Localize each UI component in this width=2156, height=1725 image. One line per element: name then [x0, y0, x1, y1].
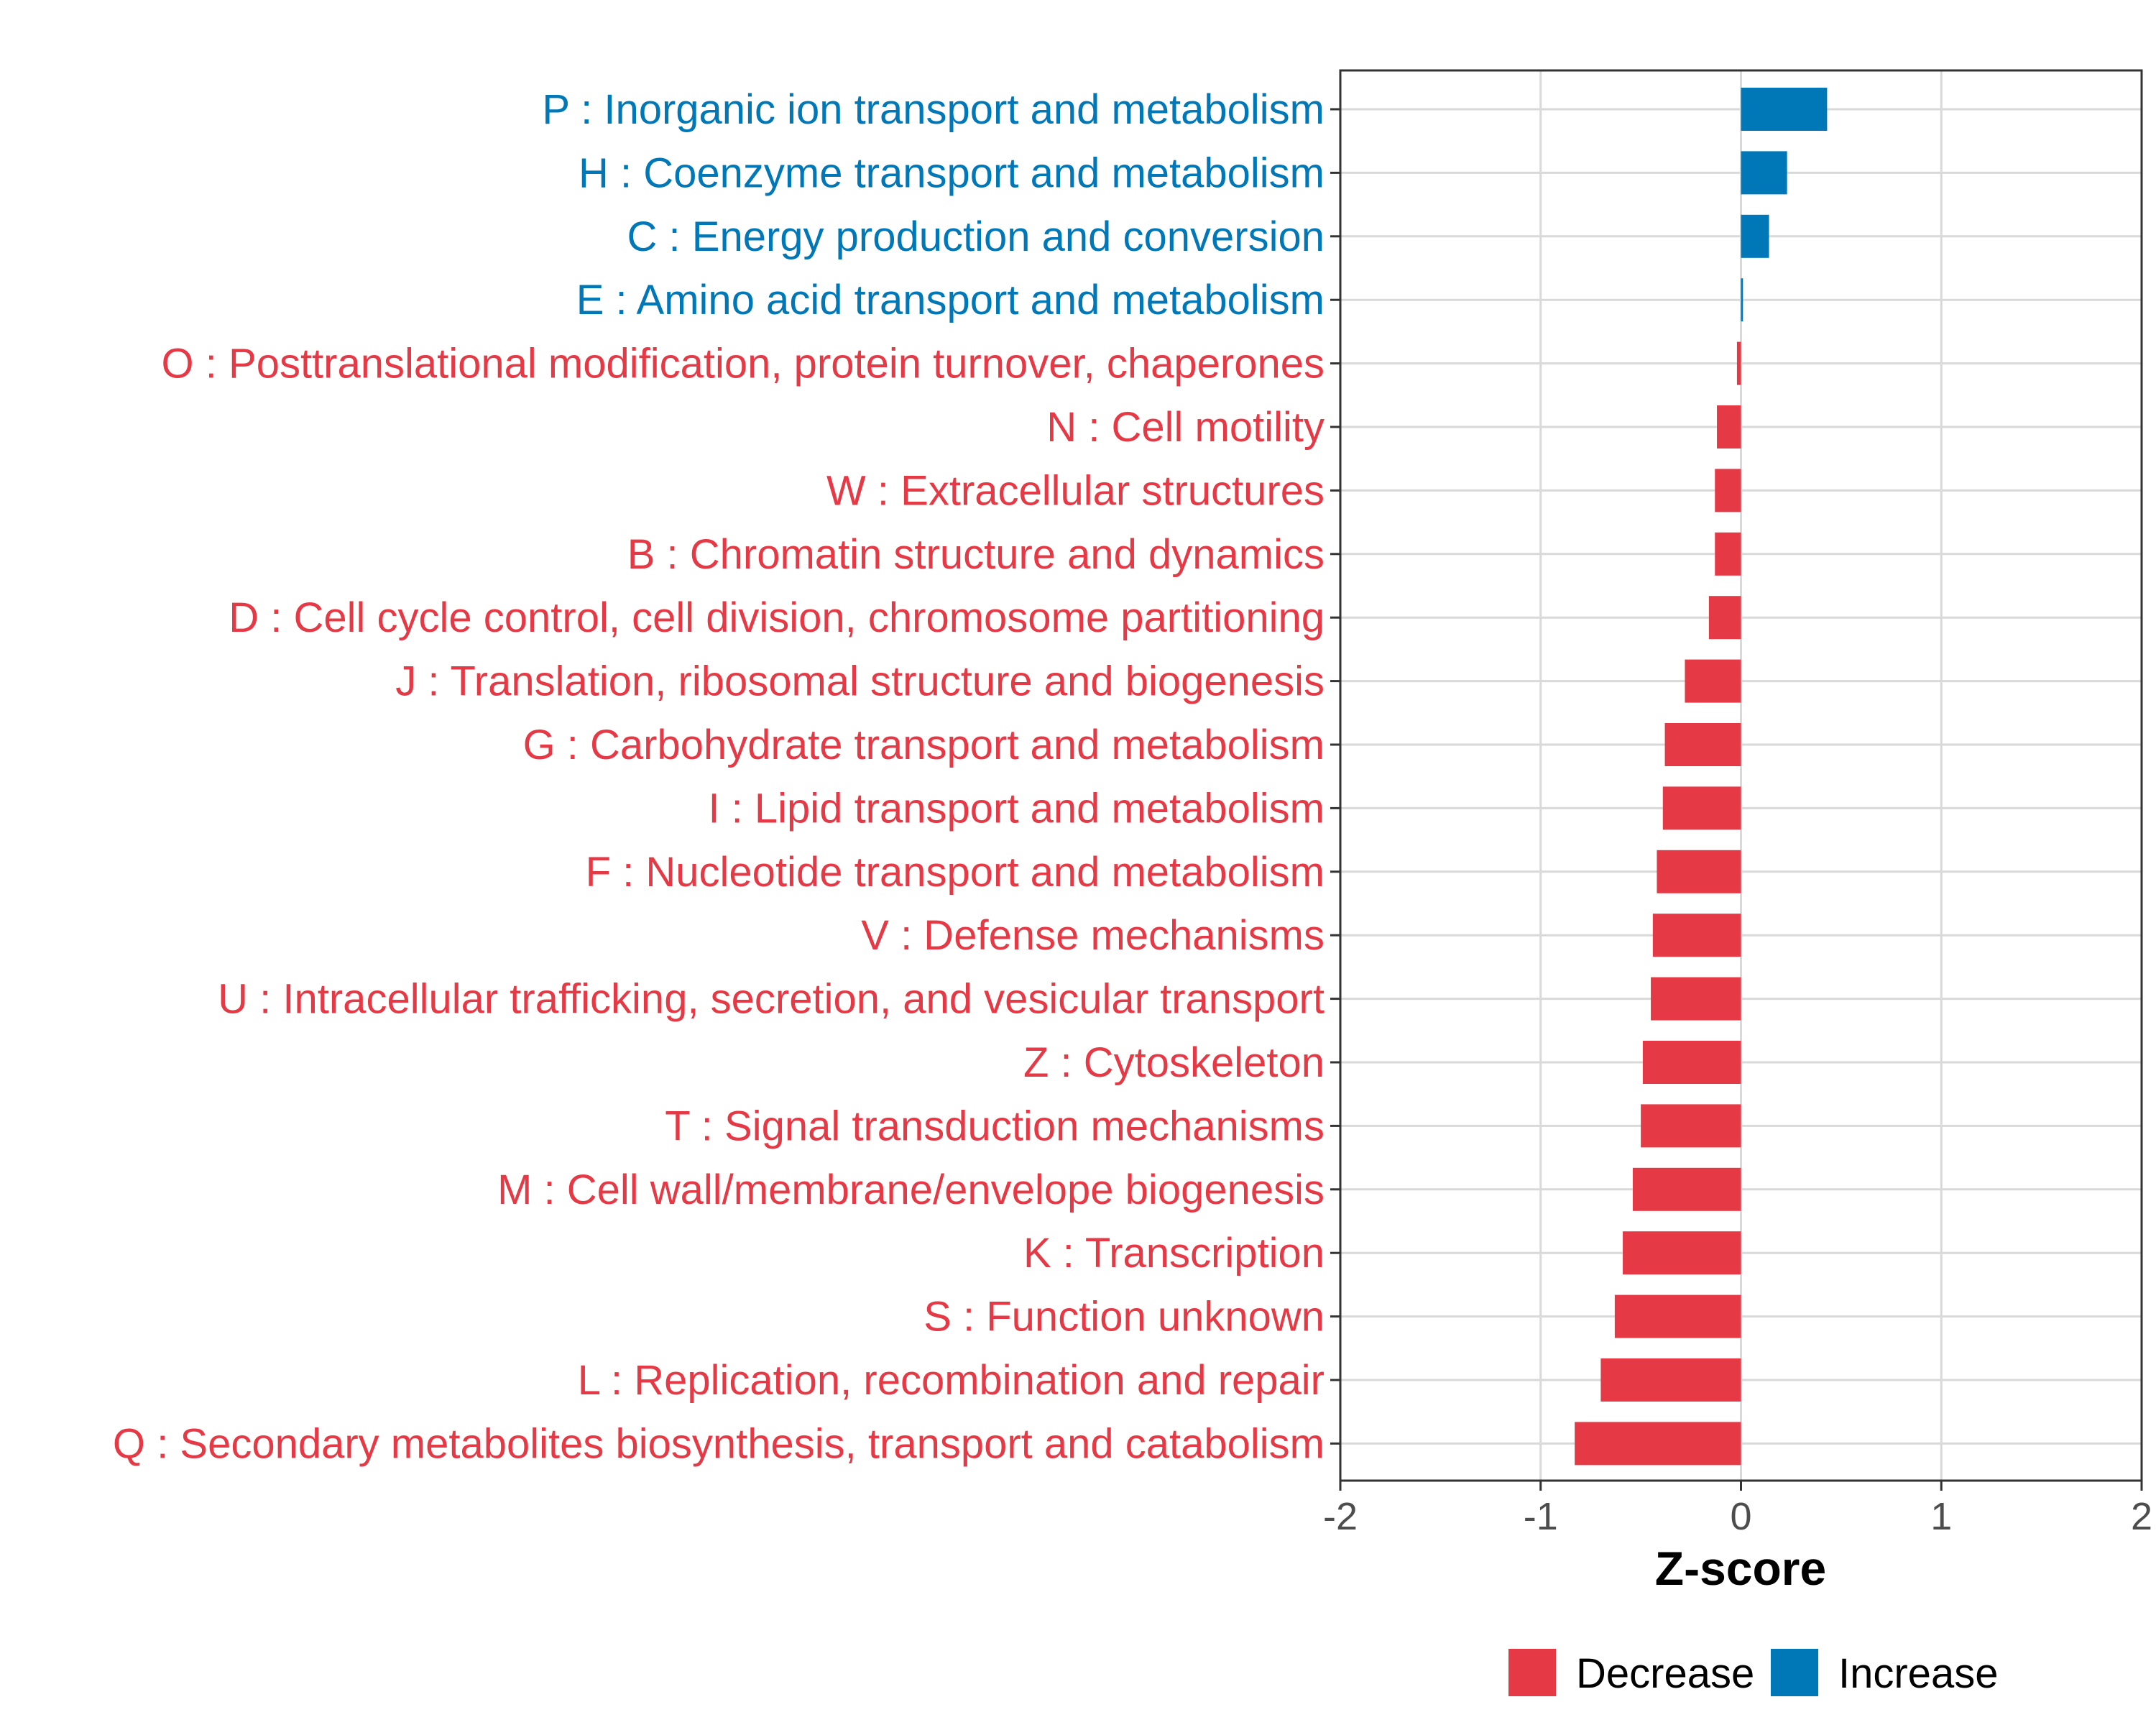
- category-label: G : Carbohydrate transport and metabolis…: [523, 722, 1325, 768]
- y-axis: P : Inorganic ion transport and metaboli…: [113, 86, 1340, 1467]
- category-label: D : Cell cycle control, cell division, c…: [229, 594, 1325, 641]
- bar: [1651, 977, 1741, 1021]
- bars: [1575, 88, 1828, 1466]
- category-label: U : Intracellular trafficking, secretion…: [218, 976, 1325, 1023]
- category-label: M : Cell wall/membrane/envelope biogenes…: [497, 1167, 1325, 1213]
- category-label: J : Translation, ribosomal structure and…: [395, 658, 1325, 705]
- bar: [1715, 532, 1741, 576]
- bar: [1741, 278, 1743, 322]
- category-label: S : Function unknown: [923, 1294, 1325, 1340]
- x-tick-label: 2: [2131, 1495, 2152, 1538]
- category-label: Q : Secondary metabolites biosynthesis, …: [113, 1420, 1325, 1467]
- category-label: W : Extracellular structures: [826, 467, 1325, 514]
- category-label: H : Coenzyme transport and metabolism: [579, 150, 1325, 196]
- bar: [1741, 88, 1828, 131]
- x-axis: -2 -1 0 1 2: [1323, 1481, 2152, 1538]
- bar: [1736, 341, 1741, 385]
- category-label: E : Amino acid transport and metabolism: [576, 277, 1325, 323]
- category-label: C : Energy production and conversion: [627, 213, 1325, 260]
- legend-swatch: [1508, 1649, 1556, 1696]
- bar: [1717, 405, 1741, 448]
- bar: [1575, 1422, 1741, 1466]
- category-label: O : Posttranslational modification, prot…: [162, 341, 1325, 387]
- bar: [1641, 1104, 1741, 1148]
- category-label: F : Nucleotide transport and metabolism: [586, 849, 1325, 896]
- category-label: Z : Cytoskeleton: [1023, 1039, 1325, 1086]
- legend: Decrease Increase: [1508, 1649, 1998, 1697]
- legend-swatch: [1771, 1649, 1818, 1696]
- category-label: N : Cell motility: [1046, 404, 1325, 451]
- bar: [1632, 1167, 1741, 1211]
- bar: [1685, 659, 1741, 703]
- category-label: P : Inorganic ion transport and metaboli…: [542, 86, 1325, 133]
- bar: [1642, 1041, 1741, 1084]
- bar: [1657, 850, 1741, 893]
- x-tick-label: -2: [1323, 1495, 1358, 1538]
- bar: [1741, 214, 1769, 258]
- bar: [1600, 1358, 1741, 1402]
- category-label: I : Lipid transport and metabolism: [708, 785, 1325, 832]
- bar: [1715, 469, 1741, 512]
- x-axis-title: Z-score: [1655, 1542, 1826, 1595]
- legend-label: Decrease: [1576, 1650, 1754, 1697]
- x-tick-label: 1: [1930, 1495, 1952, 1538]
- category-label: T : Signal transduction mechanisms: [665, 1103, 1325, 1149]
- bar: [1662, 786, 1741, 830]
- category-label: L : Replication, recombination and repai…: [578, 1357, 1325, 1404]
- category-label: V : Defense mechanisms: [861, 912, 1325, 959]
- category-label: K : Transcription: [1023, 1230, 1325, 1276]
- bar: [1741, 151, 1787, 195]
- bar: [1664, 723, 1741, 766]
- category-label: B : Chromatin structure and dynamics: [627, 531, 1325, 578]
- bar: [1623, 1231, 1741, 1275]
- x-tick-label: 0: [1730, 1495, 1751, 1538]
- x-tick-label: -1: [1524, 1495, 1558, 1538]
- bar: [1708, 596, 1741, 640]
- legend-label: Increase: [1838, 1650, 1998, 1697]
- bar: [1614, 1294, 1741, 1338]
- bar: [1652, 914, 1741, 957]
